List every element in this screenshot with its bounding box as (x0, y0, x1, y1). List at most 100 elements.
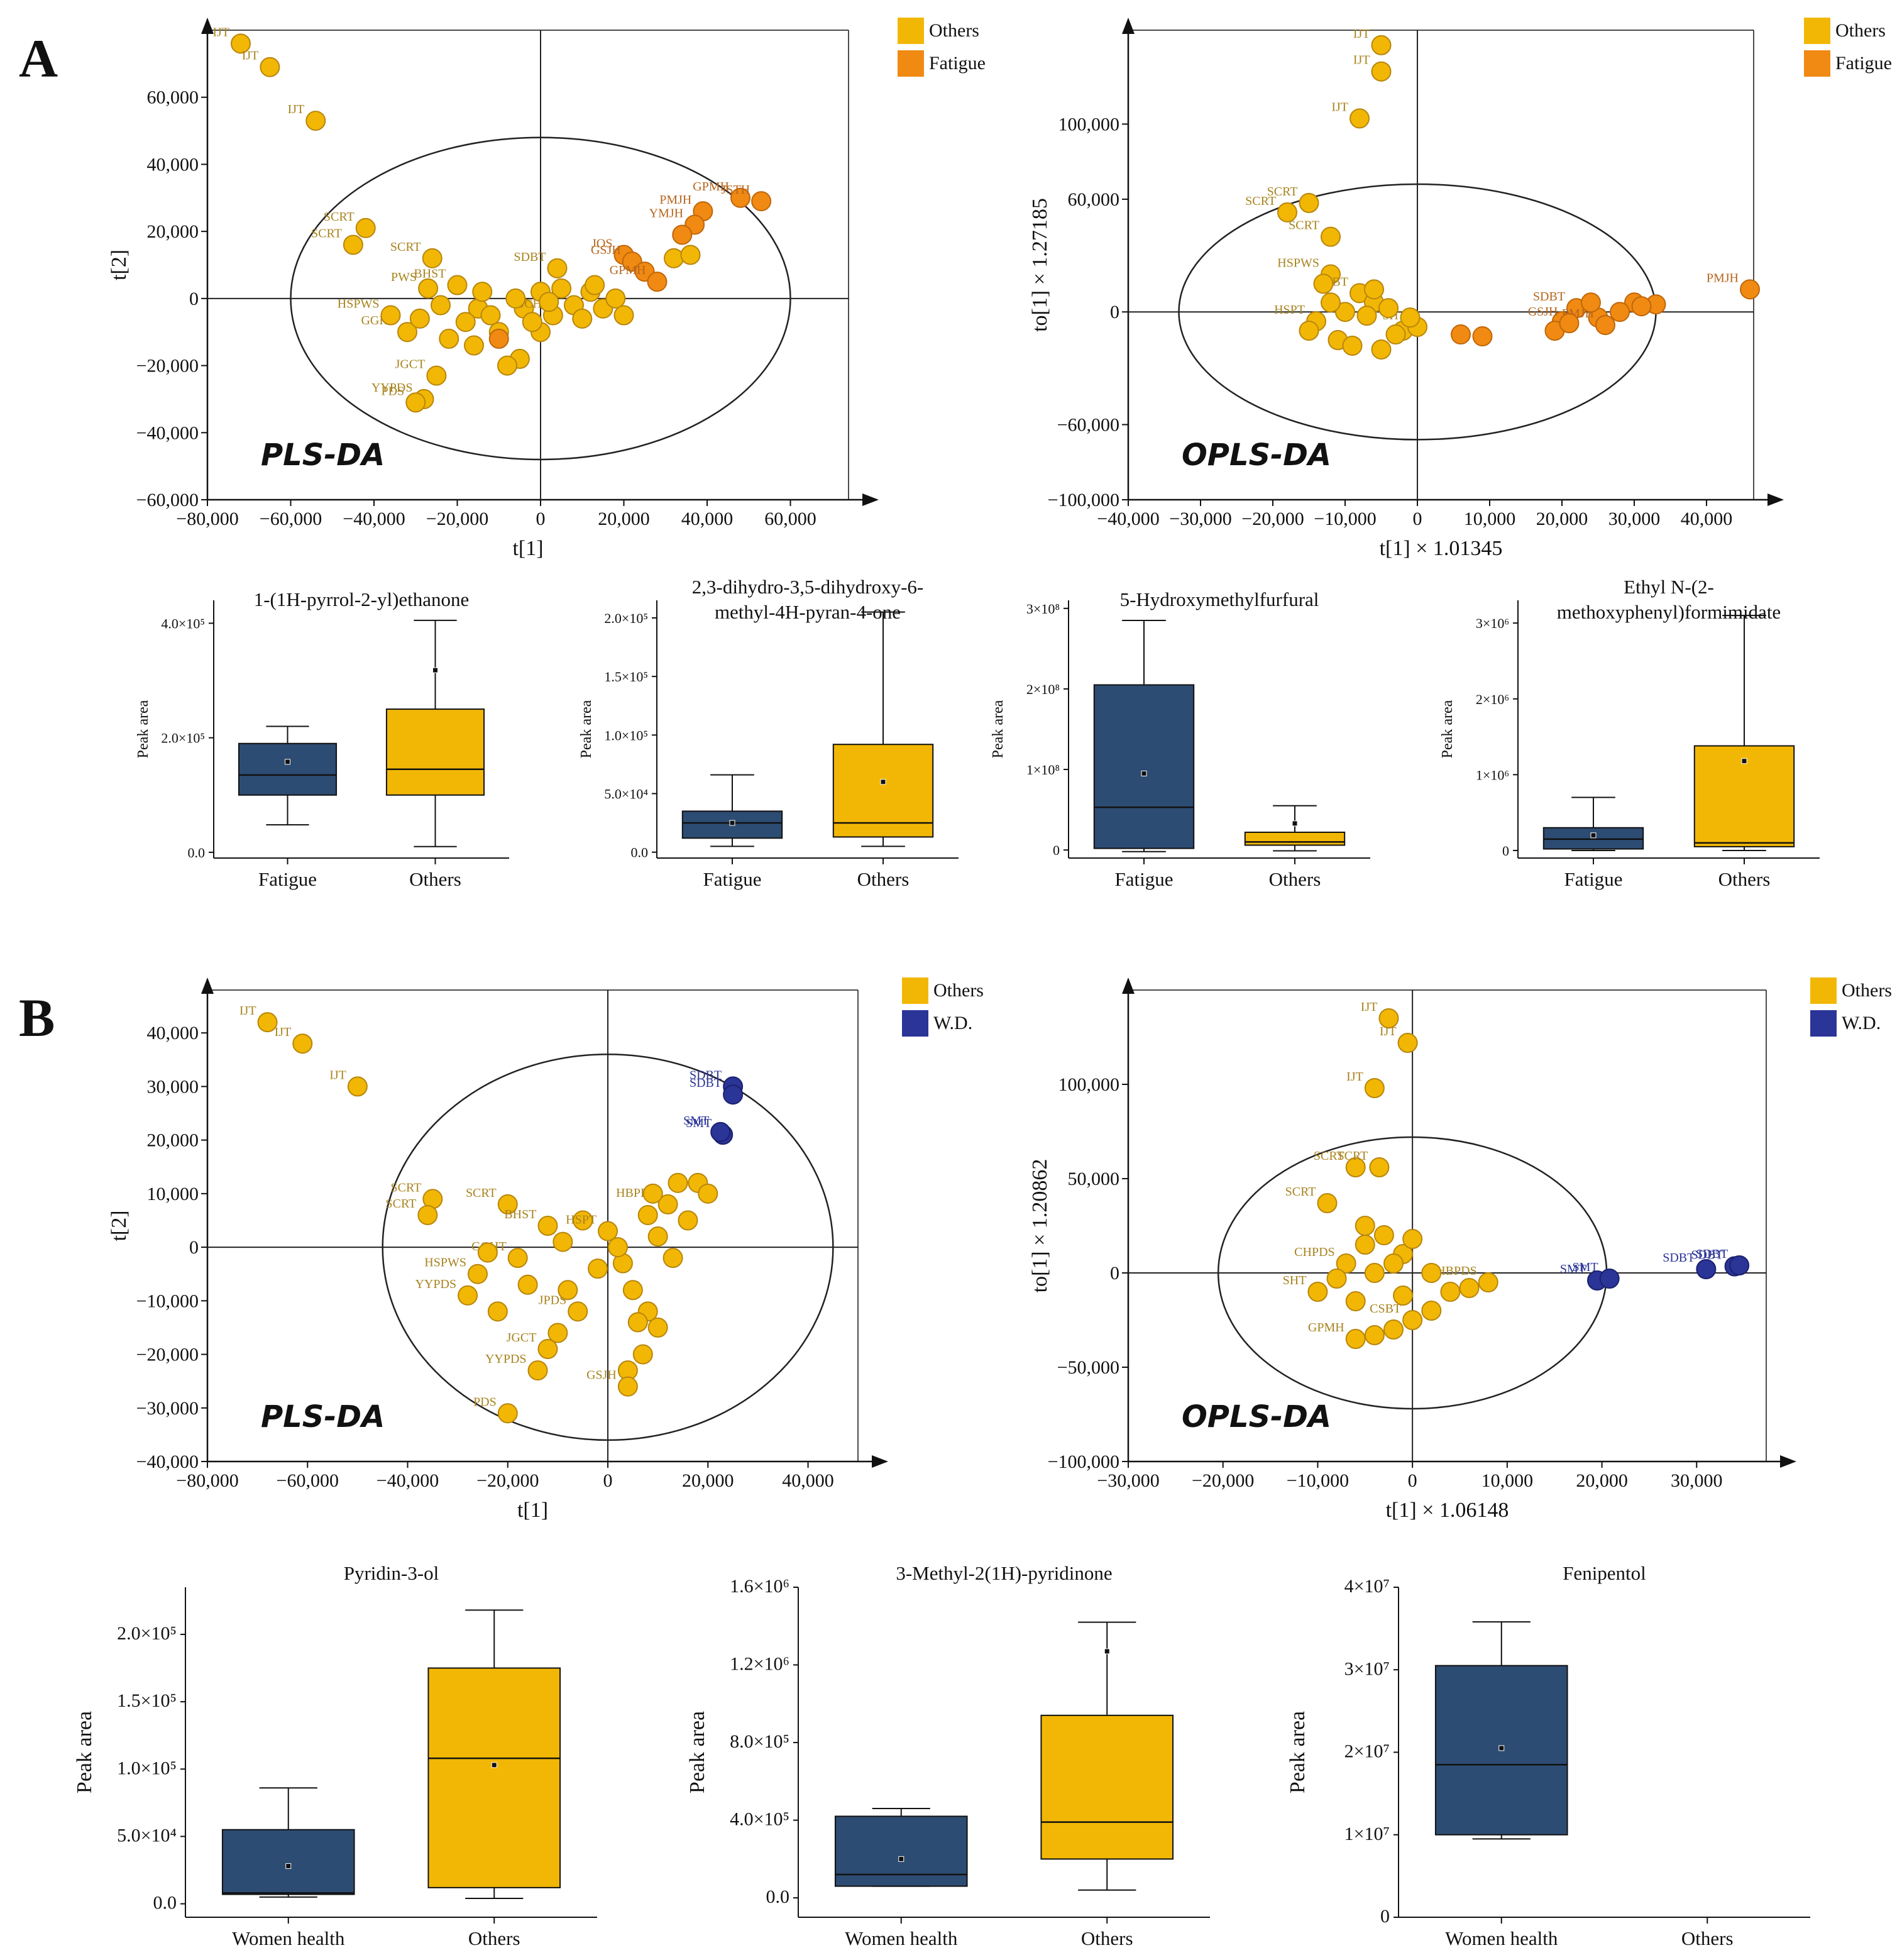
data-point-others (1393, 1286, 1414, 1306)
data-point-others (1385, 324, 1406, 345)
box-category-label: Women health (1445, 1927, 1558, 1949)
data-point-others (418, 278, 439, 299)
point-label: GSJH (586, 1368, 617, 1382)
x-tick-label: −60,000 (277, 1470, 339, 1491)
point-label: IJT (239, 1004, 256, 1018)
x-tick-label: 20,000 (682, 1470, 734, 1491)
box-y-tick-label: 1.5×10⁵ (117, 1690, 177, 1711)
data-point-others (622, 1280, 643, 1301)
box-y-tick-label: 1.2×10⁶ (730, 1654, 789, 1675)
point-label: SCRT (1289, 219, 1319, 233)
box-y-tick-label: 2×10⁷ (1344, 1741, 1390, 1762)
data-point-others (588, 1258, 608, 1279)
x-tick-label: −80,000 (176, 509, 238, 529)
data-point-others (527, 1360, 548, 1381)
y-tick-label: −100,000 (1048, 490, 1119, 510)
data-point-others (1342, 335, 1363, 356)
data-point-others (305, 111, 326, 131)
data-point-others (678, 1210, 698, 1231)
box-iqr (1434, 1665, 1568, 1836)
box-y-tick-label: 1×10⁷ (1344, 1824, 1390, 1844)
point-label: IJT (288, 102, 305, 116)
box-iqr (427, 1667, 561, 1888)
data-point-others (1459, 1278, 1480, 1298)
data-point-others (447, 275, 468, 295)
data-point-others (497, 1194, 518, 1214)
box-y-tick-label: 2.0×10⁵ (117, 1623, 177, 1644)
point-label: GPMH (693, 180, 729, 194)
boxplot-A-box3: 5-Hydroxymethylfurfural 0 1×10⁸ 2×10⁸ 3×10⁸ P… (990, 588, 1370, 890)
data-point-others (551, 278, 572, 299)
data-point-others (568, 1301, 588, 1322)
box-chart-title: 2,3-dihydro-3,5-dihydroxy-6- (692, 576, 924, 598)
data-point-others (507, 1248, 528, 1269)
point-label: HSPT (566, 1213, 596, 1227)
box-y-tick-label: 2.0×10⁵ (161, 730, 205, 746)
data-point-others (422, 248, 443, 268)
box-iqr (1244, 832, 1346, 846)
legend-swatch-others (902, 977, 928, 1004)
x-tick-label: 0 (1413, 509, 1422, 529)
point-label: IJT (1380, 1025, 1397, 1038)
box-y-tick-label: 4×10⁷ (1344, 1576, 1390, 1597)
data-point-others (539, 292, 559, 312)
data-point-others (1345, 1157, 1366, 1177)
box-y-tick-label: 0 (1053, 842, 1060, 858)
box-mean-marker (285, 1863, 292, 1869)
hotelling-ellipse (382, 1054, 834, 1441)
box-y-tick-label: 1.0×10⁵ (117, 1758, 177, 1778)
y-tick-label: 0 (189, 1237, 199, 1258)
box-iqr (834, 1815, 968, 1887)
y-tick-label: −50,000 (1057, 1357, 1119, 1378)
box-y-tick-label: 1.0×10⁵ (604, 727, 648, 743)
legend-swatch-fatigue (898, 50, 924, 77)
y-tick-label: −60,000 (1057, 414, 1119, 435)
box-iqr (221, 1829, 355, 1895)
x-tick-label: −30,000 (1169, 509, 1231, 529)
point-label: SDBT (1691, 1248, 1723, 1262)
data-point-fatigue (647, 272, 668, 292)
data-point-wd (723, 1084, 744, 1105)
box-mean-marker (880, 779, 886, 785)
y-tick-label: 10,000 (147, 1184, 199, 1204)
point-label: HBPDS (1436, 1264, 1476, 1278)
y-axis-label: t[2] (107, 250, 131, 280)
box-y-axis-label: Peak area (73, 1711, 96, 1793)
data-point-others (472, 282, 493, 302)
box-mean-marker (1292, 820, 1298, 827)
point-label: SDBT (514, 250, 546, 264)
data-point-others (698, 1183, 718, 1204)
box-mean-marker (491, 1762, 497, 1768)
data-point-others (380, 305, 401, 326)
data-point-others (355, 217, 376, 238)
box-chart-title: 5-Hydroxymethylfurfural (1120, 588, 1319, 610)
box-category-label: Others (1718, 868, 1771, 890)
data-point-others (397, 322, 417, 343)
data-point-fatigue (1595, 315, 1615, 336)
data-point-others (487, 1301, 508, 1322)
point-label: BHST (504, 1208, 536, 1221)
point-label: SCRT (311, 226, 342, 240)
x-tick-label: 40,000 (1681, 509, 1733, 529)
data-point-others (598, 1221, 618, 1242)
x-tick-label: 0 (1408, 1470, 1417, 1491)
box-chart-title: Ethyl N-(2- (1624, 576, 1714, 598)
box-y-axis-label: Peak area (578, 700, 595, 758)
box-mean-marker (432, 667, 438, 673)
data-point-fatigue (751, 191, 772, 212)
legend-label-others: Others (1835, 20, 1886, 41)
data-point-fatigue (1581, 292, 1601, 313)
box-y-tick-label: 2×10⁶ (1476, 691, 1509, 707)
box-y-axis-label: Peak area (1286, 1711, 1309, 1793)
data-point-others (1378, 298, 1399, 319)
boxplot-B-box1: Pyridin-3-ol 0.0 5.0×10⁴ 1.0×10⁵ 1.5×10⁵ 2.0×… (73, 1562, 597, 1949)
data-point-others (417, 1204, 438, 1225)
x-axis-label: t[1] × 1.01345 (1380, 537, 1503, 560)
box-y-tick-label: 0.0 (631, 845, 649, 861)
legend-label-others: Others (933, 980, 984, 1001)
data-point-others (1371, 339, 1392, 360)
data-point-others (480, 305, 501, 326)
box-y-tick-label: 0.0 (153, 1893, 177, 1913)
panel-label-b: B (19, 988, 55, 1048)
x-tick-label: −40,000 (377, 1470, 439, 1491)
